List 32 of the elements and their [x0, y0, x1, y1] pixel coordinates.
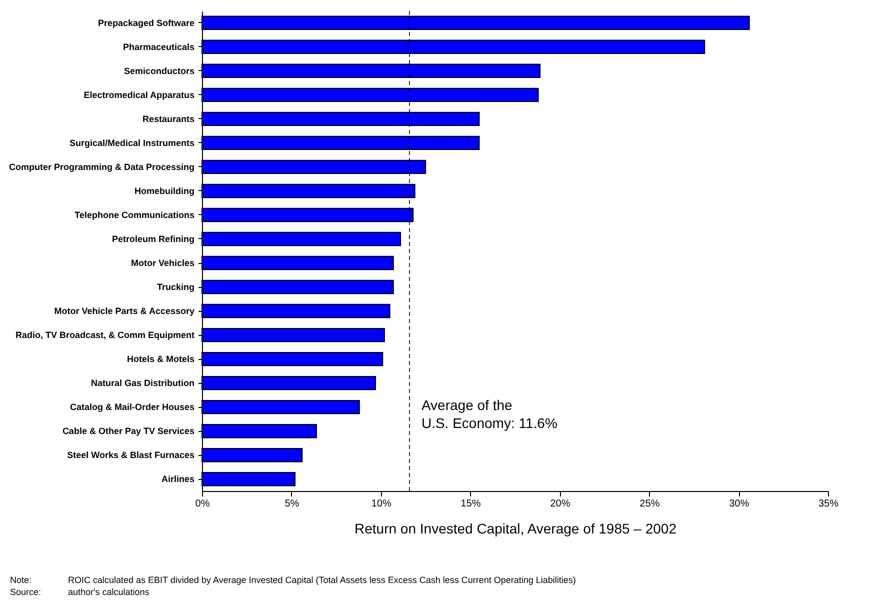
y-tick-label: Radio, TV Broadcast, & Comm Equipment [15, 330, 194, 340]
y-tick-label: Airlines [161, 474, 194, 484]
y-tick-label: Computer Programming & Data Processing [8, 162, 194, 172]
y-tick-label: Catalog & Mail-Order Houses [70, 402, 194, 412]
y-tick-label: Motor Vehicle Parts & Accessory [54, 306, 194, 316]
x-tick-label: 20% [550, 498, 570, 510]
y-tick-label: Semiconductors [124, 66, 194, 76]
y-tick-label: Motor Vehicles [130, 258, 194, 268]
y-tick-label: Surgical/Medical Instruments [69, 138, 194, 148]
x-tick-label: 0% [195, 498, 210, 510]
y-tick-label: Telephone Communications [74, 210, 194, 220]
y-tick-label: Electromedical Apparatus [84, 90, 194, 100]
y-tick-label: Trucking [156, 282, 194, 292]
ref-line-label: Average of the U.S. Economy: 11.6% [421, 397, 558, 431]
text: Source: author's calculations [10, 587, 150, 597]
y-tick-label: Pharmaceuticals [122, 42, 194, 52]
y-tick-label: Cable & Other Pay TV Services [62, 426, 194, 436]
x-axis-title: Return on Invested Capital, Average of 1985 – 2002 [354, 520, 677, 536]
x-tick-label: 10% [371, 498, 392, 510]
y-tick-label: Prepackaged Software [98, 18, 194, 28]
y-tick-label: Steel Works & Blast Furnaces [67, 450, 194, 460]
text: Note: ROIC calculated as EBIT divided by Average Invested Capital (Total Assets less Excess Cash less Current Operating Liabilities) [10, 575, 576, 585]
y-tick-label: Natural Gas Distribution [90, 378, 194, 388]
x-tick-label: 15% [460, 498, 481, 510]
x-tick-label: 35% [818, 498, 839, 510]
y-tick-label: Hotels & Motels [126, 354, 194, 364]
x-tick-label: 30% [729, 498, 750, 510]
y-tick-label: Restaurants [142, 114, 194, 124]
y-tick-label: Petroleum Refining [112, 234, 194, 244]
y-tick-label: Homebuilding [134, 186, 194, 196]
x-tick-label: 5% [284, 498, 300, 510]
x-tick-label: 25% [640, 498, 660, 510]
